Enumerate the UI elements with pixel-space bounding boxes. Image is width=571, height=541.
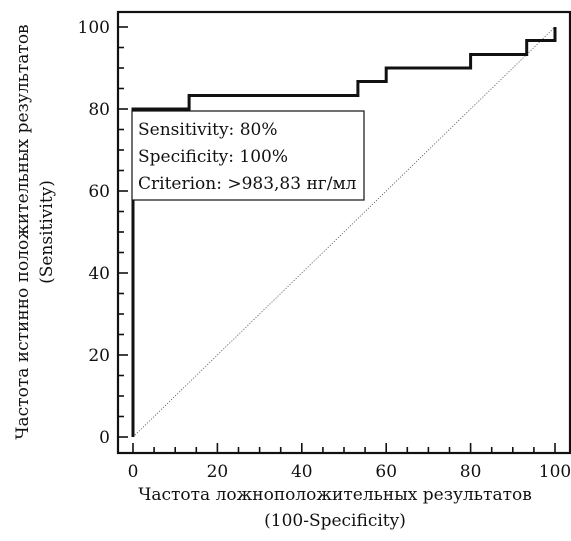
annotation-line-criterion: Criterion: >983,83 нг/мл	[138, 174, 357, 194]
x-tick-label: 60	[375, 462, 397, 482]
y-axis-title: Частота истинно положительных результато…	[13, 24, 57, 439]
annotation-box: Sensitivity: 80% Specificity: 100% Crite…	[131, 110, 365, 201]
y-tick-label: 20	[88, 346, 110, 366]
y-axis-title-line1: Частота истинно положительных результато…	[13, 24, 33, 439]
y-tick-label: 0	[99, 428, 110, 448]
plot-frame	[116, 10, 571, 455]
x-axis-title-line1: Частота ложноположительных результатов	[138, 485, 532, 505]
y-tick-label: 80	[88, 100, 110, 120]
x-tick-label: 20	[207, 462, 229, 482]
y-axis-title-line2: (Sensitivity)	[37, 180, 57, 284]
x-tick-label: 40	[291, 462, 313, 482]
annotation-line-specificity: Specificity: 100%	[138, 147, 288, 167]
y-tick-label: 60	[88, 182, 110, 202]
plot-area: 0 20 40 60 80 100 0 20 40 60 80 100	[78, 10, 571, 482]
reference-diagonal-line	[132, 26, 556, 438]
roc-curve-line	[131, 27, 557, 437]
x-axis-title: Частота ложноположительных результатов (…	[138, 485, 532, 531]
annotation-line-sensitivity: Sensitivity: 80%	[138, 120, 277, 140]
y-tick-label: 100	[78, 18, 110, 38]
x-axis-title-line2: (100-Specificity)	[264, 511, 406, 531]
annotation-box-frame	[131, 110, 365, 201]
x-tick-label: 100	[539, 462, 571, 482]
x-tick-label: 80	[460, 462, 482, 482]
y-tick-label: 40	[88, 264, 110, 284]
x-tick-label: 0	[128, 462, 139, 482]
